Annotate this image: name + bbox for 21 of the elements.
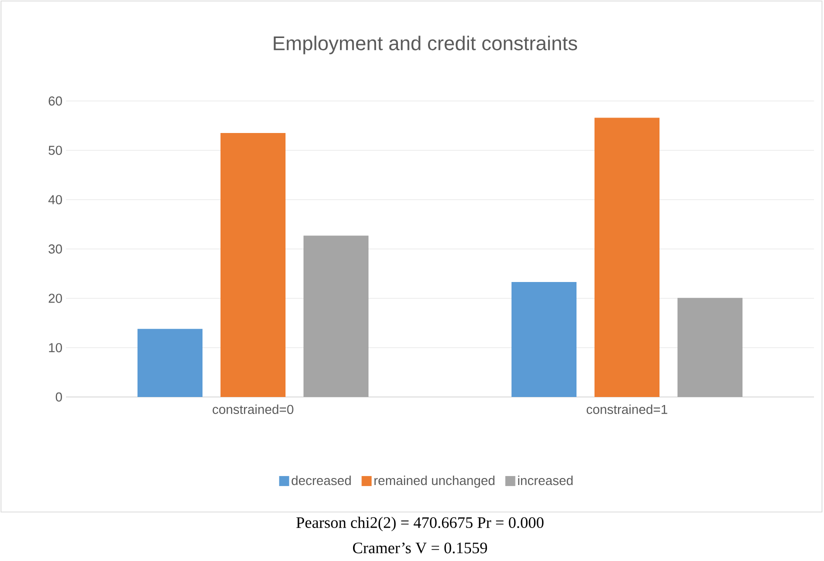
text: Pearson chi2(2) = 470.6675 Pr = 0.000 — [296, 516, 544, 532]
y-tick-label: 40 — [48, 195, 62, 204]
x-tick-label: constrained=1 — [586, 404, 668, 414]
bar — [220, 133, 286, 397]
text: Cramer’s V = 0.1559 — [353, 542, 487, 554]
y-tick-label: 30 — [48, 244, 62, 254]
x-tick-label: constrained=0 — [212, 404, 294, 414]
y-tick-label: 0 — [56, 392, 62, 402]
y-tick-label: 20 — [48, 294, 62, 303]
legend-label: remained unchanged — [374, 476, 494, 488]
bar — [678, 298, 743, 397]
y-tick-label: 10 — [49, 343, 62, 352]
bar — [594, 118, 660, 397]
bar — [304, 236, 369, 397]
legend-label: increased — [518, 476, 573, 486]
y-tick-label: 60 — [48, 96, 62, 106]
chart-title: Employment and credit constraints — [274, 36, 578, 54]
legend-label: decreased — [292, 476, 351, 486]
bar — [138, 328, 203, 397]
y-tick-label: 50 — [48, 146, 62, 155]
bar — [512, 282, 577, 397]
